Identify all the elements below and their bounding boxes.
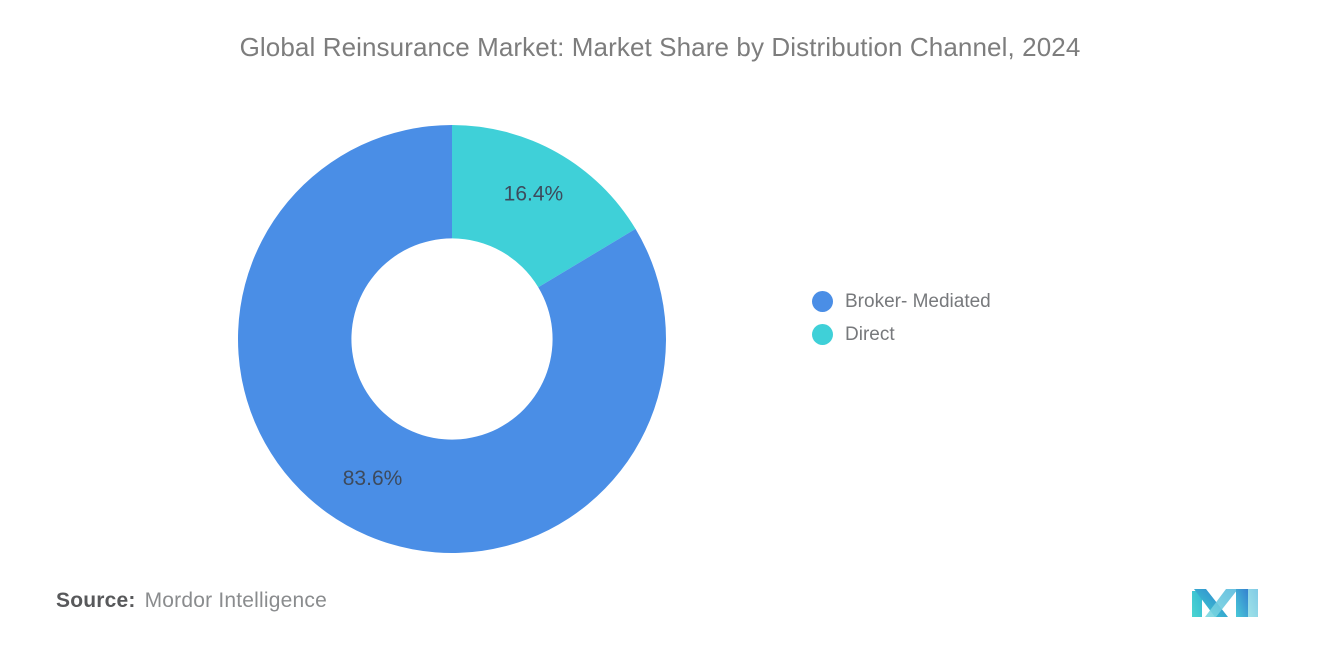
donut-slice-value-direct: 16.4% (504, 183, 564, 206)
chart-footer: Source: Mordor Intelligence (0, 575, 1320, 665)
donut-chart-plot-area: 16.4% 83.6% (0, 90, 900, 590)
donut-slice-broker-mediated[interactable] (237, 125, 666, 553)
legend-item-broker-mediated[interactable]: Broker- Mediated (812, 285, 1112, 318)
donut-slice-labels-group: 16.4% 83.6% (343, 183, 563, 490)
legend-swatch-broker-mediated (812, 291, 833, 312)
legend-swatch-direct (812, 324, 833, 345)
mordor-intelligence-logo-icon (1192, 589, 1258, 617)
donut-chart-svg: 16.4% 83.6% (237, 125, 666, 553)
donut-slice-value-broker-mediated: 83.6% (343, 467, 403, 490)
legend-label-direct: Direct (845, 324, 895, 345)
chart-title: Global Reinsurance Market: Market Share … (239, 32, 1081, 62)
legend-item-direct[interactable]: Direct (812, 318, 1112, 351)
legend-label-broker-mediated: Broker- Mediated (845, 291, 991, 312)
source-label: Source: (56, 589, 136, 612)
donut-slices-group (237, 125, 666, 553)
source-value: Mordor Intelligence (144, 589, 327, 612)
source-attribution: Source: Mordor Intelligence (56, 589, 327, 613)
chart-legend[interactable]: Broker- Mediated Direct (812, 285, 1112, 351)
donut-slice-direct[interactable] (452, 125, 636, 288)
